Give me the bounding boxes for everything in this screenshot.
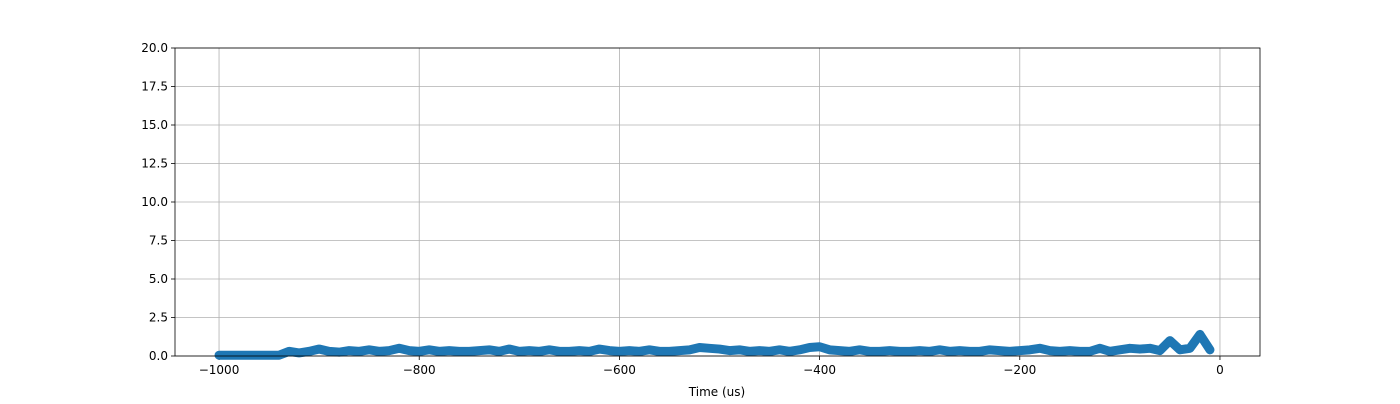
- y-tick-label: 0.0: [149, 349, 168, 363]
- y-tick-label: 10.0: [141, 195, 168, 209]
- x-axis-label: Time (us): [688, 385, 745, 399]
- y-tick-label: 17.5: [141, 80, 168, 94]
- y-tick-label: 15.0: [141, 118, 168, 132]
- x-tick-label: −1000: [199, 363, 240, 377]
- x-tick-label: 0: [1216, 363, 1224, 377]
- x-tick-label: −200: [1003, 363, 1036, 377]
- x-tick-label: −600: [603, 363, 636, 377]
- x-tick-label: −400: [803, 363, 836, 377]
- y-tick-label: 2.5: [149, 311, 168, 325]
- plot-frame: [174, 47, 1261, 357]
- data-line: [214, 329, 1215, 360]
- y-tick-label: 5.0: [149, 272, 168, 286]
- y-tick-label: 20.0: [141, 41, 168, 55]
- y-tick-label: 12.5: [141, 157, 168, 171]
- x-tick-label: −800: [403, 363, 436, 377]
- y-tick-label: 7.5: [149, 234, 168, 248]
